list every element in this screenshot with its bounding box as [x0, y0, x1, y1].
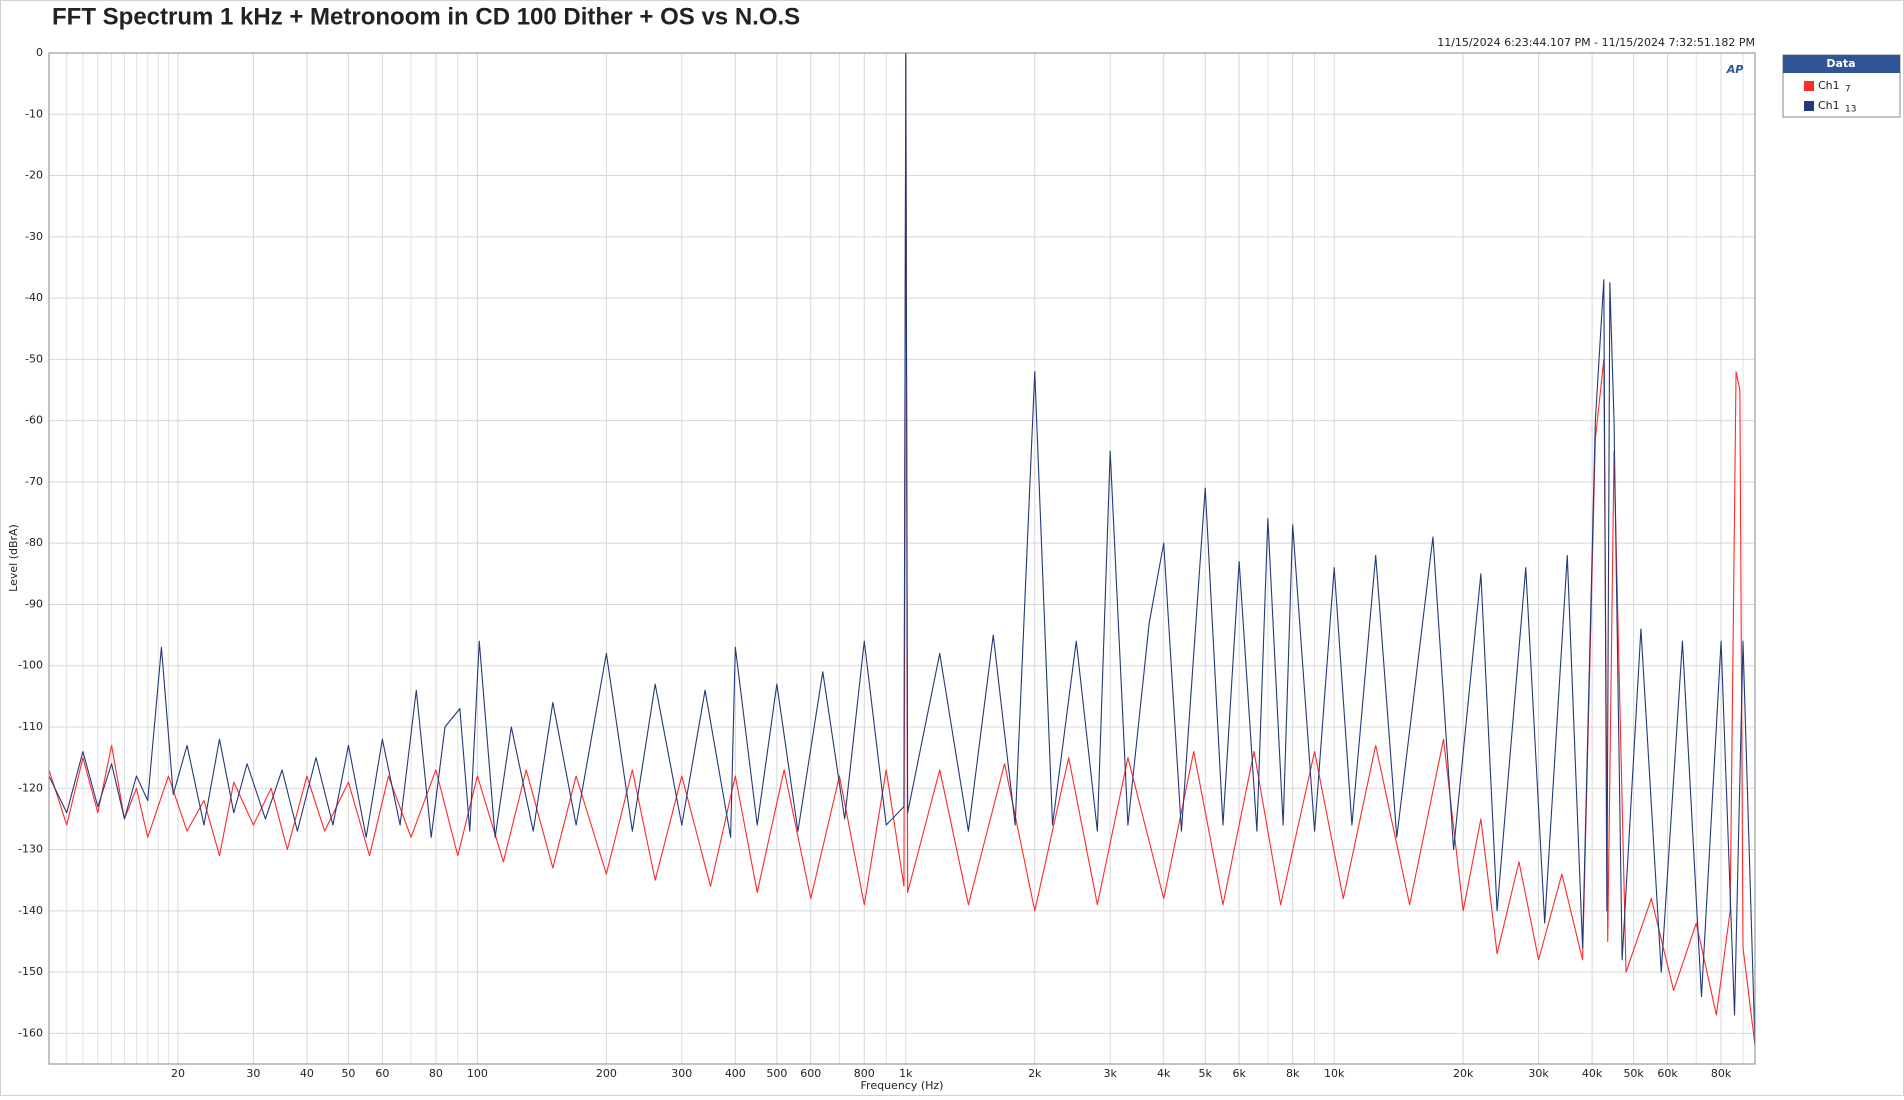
x-tick-label: 30k	[1528, 1067, 1549, 1080]
legend-label: Ch1	[1818, 99, 1840, 112]
y-tick-label: -20	[25, 169, 43, 182]
x-tick-label: 40	[300, 1067, 314, 1080]
y-tick-label: -90	[25, 597, 43, 610]
logo: AP	[1726, 63, 1744, 76]
y-axis-label: Level (dBrA)	[7, 524, 20, 592]
series-line	[48, 52, 1756, 1046]
x-tick-label: 30	[246, 1067, 260, 1080]
x-tick-label: 10k	[1324, 1067, 1345, 1080]
x-tick-label: 6k	[1232, 1067, 1246, 1080]
y-tick-label: -60	[25, 414, 43, 427]
x-tick-label: 1k	[899, 1067, 913, 1080]
y-tick-label: -140	[18, 904, 43, 917]
y-tick-label: -40	[25, 291, 43, 304]
x-tick-label: 500	[766, 1067, 787, 1080]
y-tick-label: -100	[18, 659, 43, 672]
x-tick-label: 60	[375, 1067, 389, 1080]
legend-swatch	[1804, 81, 1814, 91]
legend-subscript: 13	[1845, 105, 1856, 115]
x-tick-label: 4k	[1157, 1067, 1171, 1080]
legend-swatch	[1804, 101, 1814, 111]
legend-subscript: 7	[1845, 85, 1851, 95]
x-tick-label: 400	[725, 1067, 746, 1080]
x-tick-label: 60k	[1657, 1067, 1678, 1080]
grid	[49, 52, 1755, 1064]
y-tick-label: 0	[36, 46, 43, 59]
x-tick-label: 8k	[1286, 1067, 1300, 1080]
y-tick-label: -70	[25, 475, 43, 488]
x-tick-label: 800	[854, 1067, 875, 1080]
x-tick-label: 80	[429, 1067, 443, 1080]
legend: Data Ch1 7 Ch1 13	[1782, 54, 1901, 118]
x-tick-label: 50	[341, 1067, 355, 1080]
x-tick-label: 5k	[1199, 1067, 1213, 1080]
y-tick-label: -110	[18, 720, 43, 733]
y-tick-label: -120	[18, 781, 43, 794]
y-tick-label: -50	[25, 352, 43, 365]
x-tick-label: 200	[596, 1067, 617, 1080]
x-tick-label: 20k	[1453, 1067, 1474, 1080]
plot-area	[49, 53, 1755, 1064]
x-axis-label: Frequency (Hz)	[861, 1079, 944, 1092]
y-tick-label: -10	[25, 107, 43, 120]
y-tick-label: -30	[25, 230, 43, 243]
y-tick-label: -130	[18, 843, 43, 856]
legend-label: Ch1	[1818, 79, 1840, 92]
x-tick-label: 20	[171, 1067, 185, 1080]
chart-title: FFT Spectrum 1 kHz + Metronoom in CD 100…	[52, 3, 800, 30]
y-tick-label: -150	[18, 965, 43, 978]
plot-border	[48, 52, 1756, 1065]
y-tick-label: -80	[25, 536, 43, 549]
y-tick-label: -160	[18, 1026, 43, 1039]
legend-title: Data	[1826, 57, 1855, 70]
x-tick-label: 80k	[1711, 1067, 1732, 1080]
x-tick-label: 40k	[1582, 1067, 1603, 1080]
x-tick-label: 300	[671, 1067, 692, 1080]
x-tick-label: 100	[467, 1067, 488, 1080]
x-tick-label: 2k	[1028, 1067, 1042, 1080]
x-tick-label: 600	[800, 1067, 821, 1080]
x-tick-label: 3k	[1104, 1067, 1118, 1080]
legend-header	[1783, 55, 1900, 73]
x-tick-label: 50k	[1623, 1067, 1644, 1080]
timestamp: 11/15/2024 6:23:44.107 PM - 11/15/2024 7…	[1437, 36, 1755, 49]
